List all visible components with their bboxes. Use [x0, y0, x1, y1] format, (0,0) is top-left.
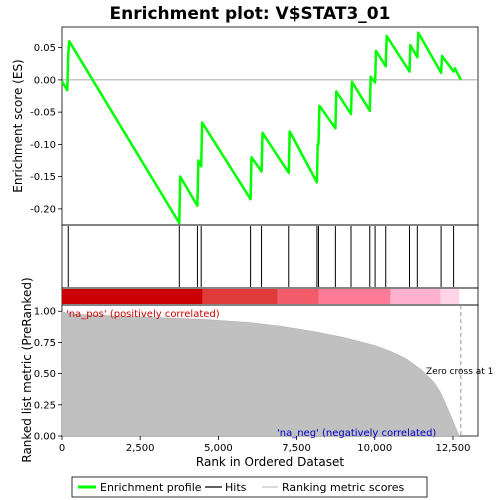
- legend-metric-label: Ranking metric scores: [282, 481, 404, 494]
- zero-cross-label: Zero cross at 1: [426, 367, 493, 377]
- heatmap-segment: [202, 289, 278, 304]
- metric-xlabel: Rank in Ordered Dataset: [196, 455, 344, 469]
- metric-ytick-label: 1.00: [34, 307, 56, 318]
- metric-xtick-label: 0: [59, 443, 65, 454]
- legend-enrichment-label: Enrichment profile: [100, 481, 202, 494]
- metric-xtick-label: 2,500: [126, 443, 155, 454]
- es-ylabel: Enrichment score (ES): [11, 59, 25, 192]
- metric-ytick-label: 0.25: [34, 400, 56, 411]
- pos-correlated-label: 'na_pos' (positively correlated): [66, 309, 220, 320]
- metric-xtick-label: 12,500: [435, 443, 470, 454]
- ranking-metric-area: [61, 310, 460, 437]
- es-ytick-label: -0.20: [30, 204, 56, 215]
- metric-ytick-label: 0.75: [34, 338, 56, 349]
- heatmap-segment: [390, 289, 441, 304]
- metric-ylabel: Ranked list metric (PreRanked): [20, 277, 34, 462]
- es-ytick-label: -0.10: [30, 140, 56, 151]
- hits-panel-frame: [61, 224, 479, 289]
- chart-title: Enrichment plot: V$STAT3_01: [110, 4, 391, 24]
- es-ytick-label: -0.15: [30, 172, 56, 183]
- metric-xtick-label: 7,500: [282, 443, 311, 454]
- es-ytick-label: 0.00: [34, 75, 56, 86]
- metric-ytick-label: 0.00: [34, 432, 56, 443]
- legend-hits-label: Hits: [225, 481, 247, 494]
- metric-xtick-label: 5,000: [204, 443, 233, 454]
- heatmap-segment: [318, 289, 391, 304]
- es-ytick-label: -0.05: [30, 108, 56, 119]
- legend-box: [71, 476, 428, 498]
- heatmap-segment: [440, 289, 460, 304]
- es-ytick-label: 0.05: [34, 43, 56, 54]
- metric-xtick-label: 10,000: [357, 443, 392, 454]
- enrichment-profile-line: [60, 31, 462, 225]
- neg-correlated-label: 'na_neg' (negatively correlated): [277, 428, 436, 439]
- metric-ytick-label: 0.50: [34, 369, 56, 380]
- heatmap-segment: [62, 289, 203, 304]
- heatmap-segment: [277, 289, 319, 304]
